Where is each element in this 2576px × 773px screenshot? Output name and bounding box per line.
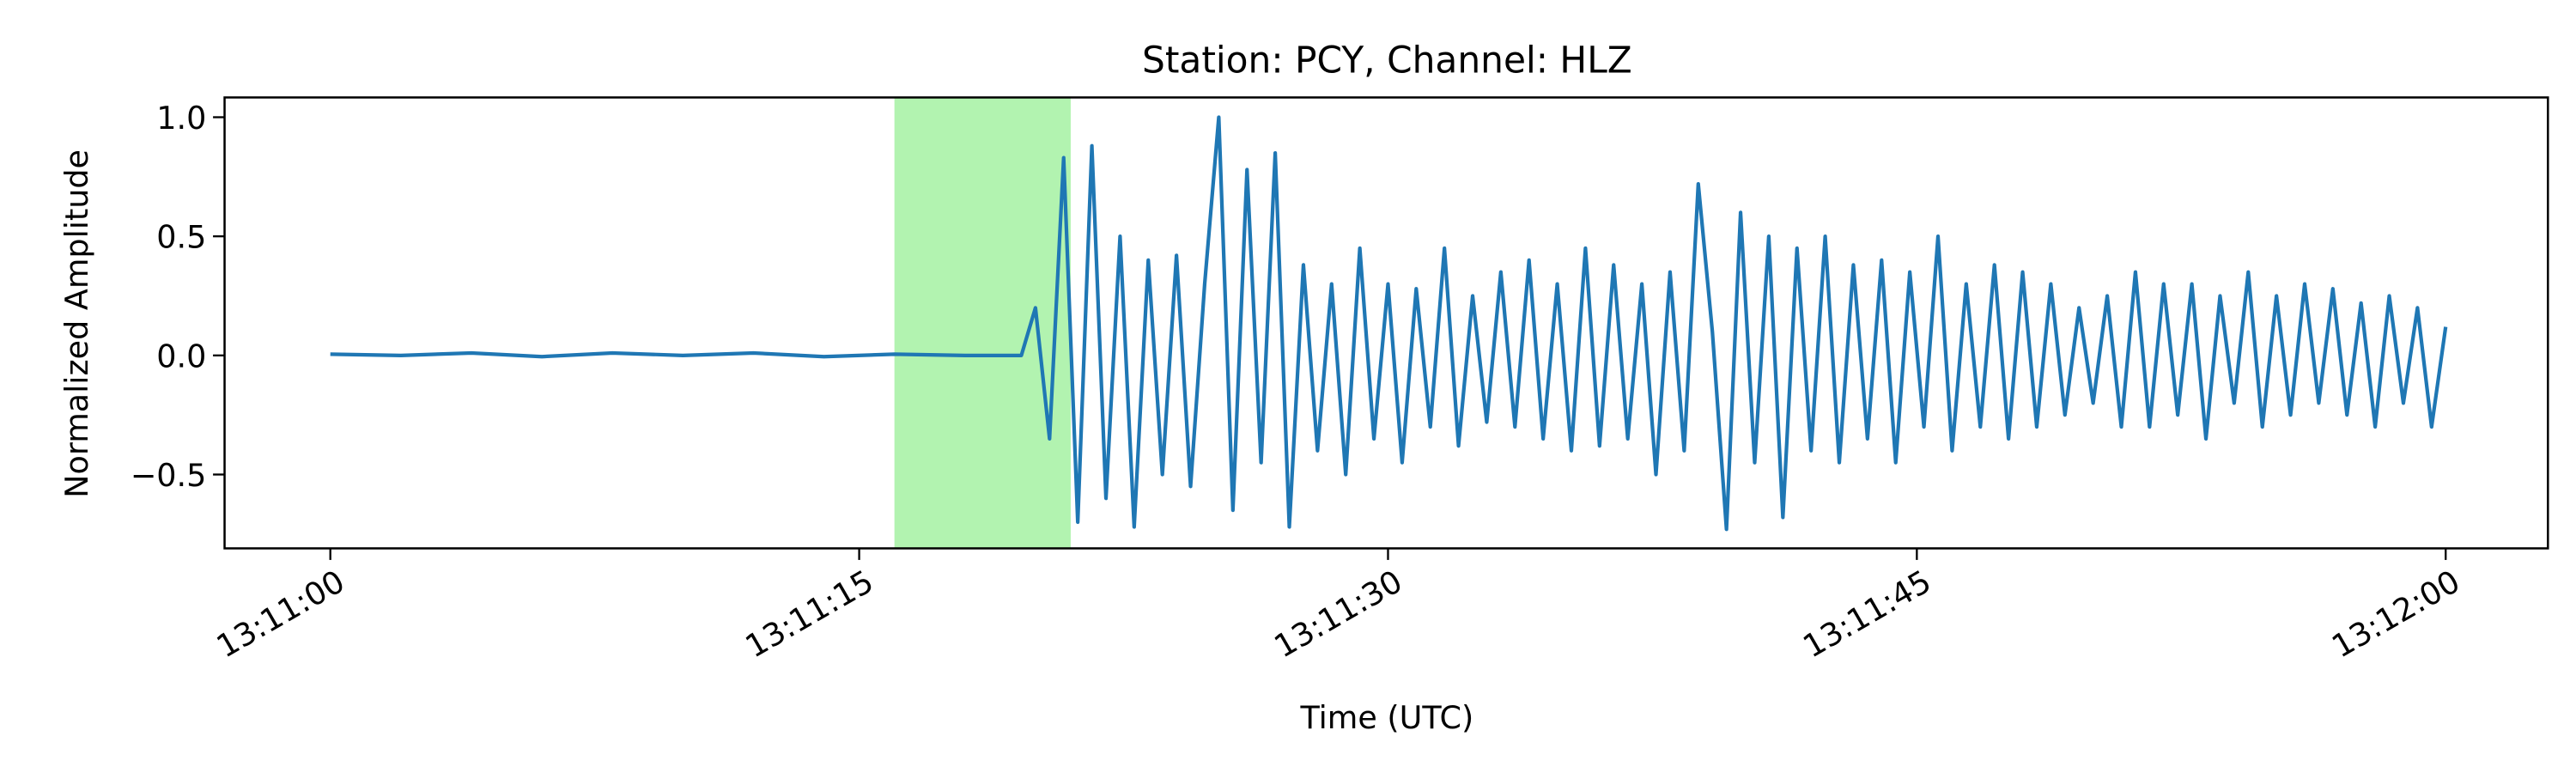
y-tick-label: 0.0 bbox=[156, 338, 206, 374]
waveform-line bbox=[330, 115, 2448, 532]
y-tick-label: 0.5 bbox=[156, 219, 206, 256]
chart-title: Station: PCY, Channel: HLZ bbox=[1142, 40, 1632, 82]
x-tick-label: 13:12:00 bbox=[2325, 563, 2466, 665]
y-tick-label: 1.0 bbox=[156, 100, 206, 137]
x-tick-label: 13:11:30 bbox=[1268, 563, 1409, 665]
x-axis-label: Time (UTC) bbox=[1299, 699, 1473, 736]
x-tick-label: 13:11:45 bbox=[1797, 563, 1938, 665]
y-axis-label: Normalized Amplitude bbox=[58, 149, 95, 498]
plot-frame bbox=[223, 96, 2549, 550]
y-tick-label: −0.5 bbox=[131, 457, 207, 494]
x-tick-label: 13:11:00 bbox=[210, 563, 351, 665]
highlight-span bbox=[894, 97, 1071, 549]
x-tick-label: 13:11:15 bbox=[739, 563, 880, 665]
